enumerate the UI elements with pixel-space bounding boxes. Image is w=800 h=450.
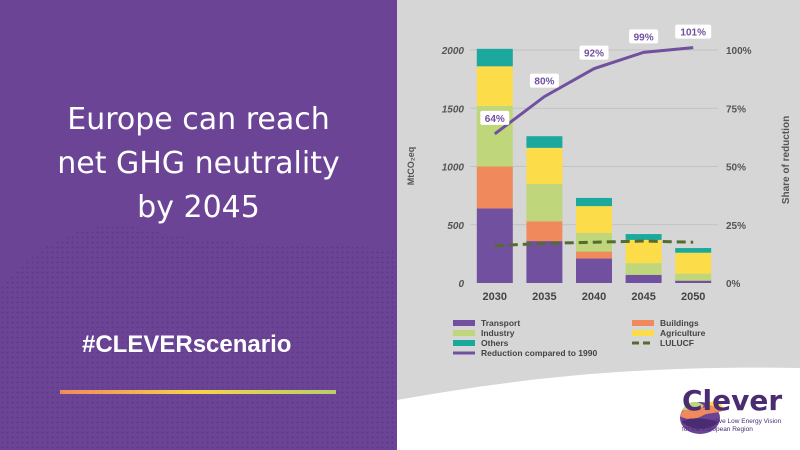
legend-label: Industry	[481, 328, 515, 338]
gradient-divider	[60, 390, 336, 394]
headline-line-2: net GHG neutrality	[57, 146, 340, 181]
hashtag: #CLEVERscenario	[82, 331, 292, 358]
legend-swatch	[453, 320, 475, 326]
legend-label: Agriculture	[660, 328, 706, 338]
y2-tick-label: 100%	[726, 46, 752, 57]
legend-swatch	[632, 330, 654, 336]
bar-segment-buildings	[526, 221, 563, 242]
x-tick-label: 2050	[681, 291, 705, 303]
bar-segment-agriculture	[576, 206, 612, 233]
data-label-box	[629, 29, 659, 44]
y2-tick-label: 0%	[726, 279, 741, 290]
left-panel: Europe can reach net GHG neutrality by 2…	[0, 0, 397, 450]
logo-wordmark: Clever	[682, 384, 783, 417]
reduction-line	[493, 46, 694, 136]
bar-segment-transport	[625, 274, 662, 283]
bar-segment-transport	[675, 280, 712, 283]
y-axis-title: MtCO₂eq	[406, 147, 416, 186]
y-tick-label: 2000	[441, 46, 465, 57]
data-label-box	[675, 24, 712, 39]
headline-line-1: Europe can reach	[67, 102, 330, 137]
x-tick-label: 2030	[483, 291, 507, 303]
x-tick-label: 2040	[582, 291, 606, 303]
data-label-box	[579, 45, 609, 60]
clever-logo-icon	[680, 401, 724, 434]
bar-segment-others	[625, 234, 662, 240]
data-label-box	[480, 110, 510, 125]
legend-label: Transport	[481, 318, 520, 328]
bar-segment-others	[675, 248, 712, 253]
legend-swatch	[453, 340, 475, 346]
x-tick-label: 2035	[532, 291, 556, 303]
bar-segment-others	[526, 136, 563, 148]
y-tick-label: 1500	[442, 104, 465, 115]
lulucf-line	[494, 239, 694, 248]
bar-segment-agriculture	[625, 239, 662, 264]
legend-label: Buildings	[660, 318, 699, 328]
data-label: 101%	[680, 28, 706, 39]
data-label: 99%	[634, 32, 654, 43]
legend-label: Others	[481, 338, 509, 348]
y-tick-label: 1000	[442, 163, 465, 174]
bar-segment-agriculture	[476, 66, 513, 106]
bar-segment-buildings	[476, 166, 513, 209]
bar-segment-industry	[625, 263, 662, 275]
legend-label: Reduction compared to 1990	[481, 348, 597, 358]
bar-segment-others	[476, 48, 513, 67]
headline: Europe can reach net GHG neutrality by 2…	[20, 98, 377, 230]
x-tick-label: 2045	[631, 291, 655, 303]
bar-segment-industry	[675, 273, 712, 281]
y2-tick-label: 75%	[726, 104, 746, 115]
logo-tagline-line-1: A Collaborative Low Energy Vision	[682, 418, 782, 425]
bar-segment-transport	[526, 241, 563, 283]
y2-tick-label: 50%	[726, 163, 746, 174]
bar-segment-industry	[526, 183, 563, 222]
y2-tick-label: 25%	[726, 221, 746, 232]
data-label: 92%	[584, 49, 604, 60]
y-tick-label: 0	[458, 279, 464, 290]
bar-segment-buildings	[576, 251, 612, 259]
headline-line-3: by 2045	[137, 190, 260, 225]
legend-label: LULUCF	[660, 338, 694, 348]
data-label-box	[529, 73, 559, 88]
logo-tagline-line-2: for the European Region	[682, 426, 753, 433]
legend-swatch	[632, 320, 654, 326]
bar-segment-agriculture	[526, 147, 563, 184]
bar-segment-transport	[576, 258, 612, 283]
bar-segment-others	[576, 197, 612, 207]
y-tick-label: 500	[447, 221, 464, 232]
data-label: 80%	[534, 77, 554, 88]
legend-swatch	[453, 330, 475, 336]
data-label: 64%	[485, 114, 505, 125]
bar-segment-agriculture	[675, 252, 712, 274]
y2-axis-title: Share of reduction	[781, 116, 792, 204]
